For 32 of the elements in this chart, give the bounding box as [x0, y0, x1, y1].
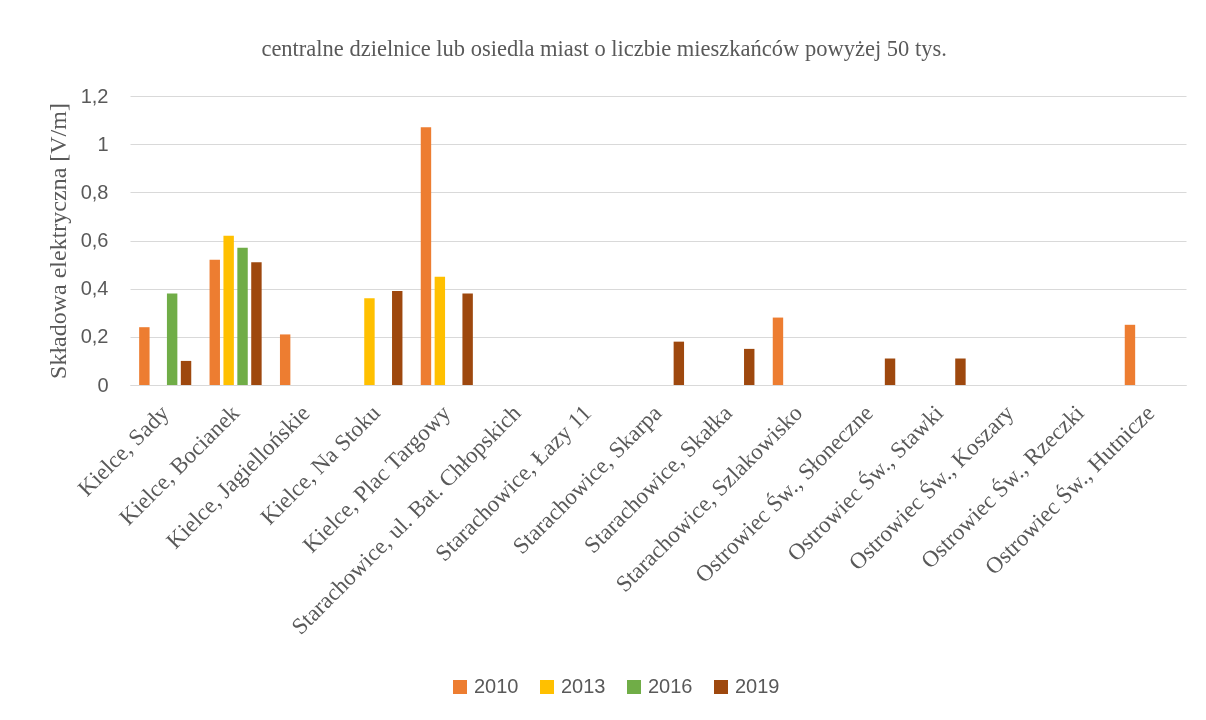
bar — [673, 341, 685, 385]
legend-label: 2010 — [474, 675, 519, 697]
bar — [139, 327, 150, 385]
bar — [1124, 324, 1136, 385]
y-tick-label: 0,4 — [80, 277, 109, 300]
bar — [462, 293, 473, 385]
bar — [744, 348, 755, 385]
bar — [209, 259, 220, 385]
bar — [884, 358, 896, 385]
y-tick-label: 1 — [97, 132, 109, 155]
bar — [279, 334, 291, 385]
bar — [223, 235, 234, 385]
y-tick-label: 0,2 — [80, 325, 109, 348]
bar — [166, 293, 178, 385]
bar — [364, 298, 375, 385]
y-tick-label: 0,8 — [80, 180, 109, 203]
bar — [434, 276, 446, 385]
bar — [420, 127, 432, 385]
bar — [237, 247, 248, 385]
y-tick-label: 0 — [97, 373, 109, 396]
bar — [392, 291, 403, 385]
bar — [180, 360, 192, 385]
bar — [251, 262, 262, 385]
legend-label: 2013 — [561, 675, 606, 697]
chart-title: centralne dzielnice lub osiedla miast o liczbie mieszkańców powyżej 50 tys. — [261, 35, 947, 61]
y-axis-title: Składowa elektryczna [V/m] — [44, 103, 71, 379]
bar — [955, 358, 966, 385]
y-tick-label: 0,6 — [80, 229, 109, 251]
legend-label: 2016 — [648, 675, 693, 697]
y-tick-label: 1,2 — [80, 84, 109, 107]
legend-label: 2019 — [735, 675, 780, 697]
bar — [772, 317, 784, 385]
